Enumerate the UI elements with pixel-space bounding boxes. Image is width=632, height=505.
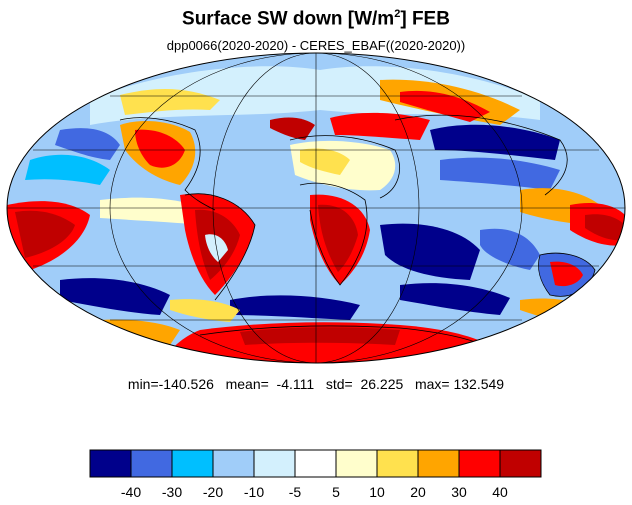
colorbar-tick-label: -20 [203, 484, 223, 500]
field-patch [100, 319, 180, 345]
field-patch [400, 90, 490, 122]
field-patch [135, 129, 185, 168]
field-patch [15, 210, 75, 258]
colorbar-tick-label: 40 [492, 484, 508, 500]
colorbar-box [417, 449, 460, 478]
colorbar-box [499, 449, 542, 478]
colorbar-box [376, 449, 419, 478]
field-patch [55, 128, 120, 160]
colorbar-box [335, 449, 378, 478]
colorbar-tick-label: 5 [332, 484, 340, 500]
field-patch [230, 295, 360, 320]
field-patch [120, 88, 220, 115]
colorbar-tick-label: -40 [121, 484, 141, 500]
field-patch [400, 283, 510, 315]
field-patch [300, 148, 350, 175]
field-patch [60, 278, 170, 315]
field-patch [240, 327, 400, 345]
field-patch [585, 214, 625, 241]
field-patch [318, 204, 358, 272]
field-patch [550, 261, 583, 287]
colorbar-tick-label: -10 [244, 484, 264, 500]
map-field [7, 53, 625, 363]
colorbar-box [130, 449, 173, 478]
field-patch [270, 117, 315, 140]
colorbar-box [171, 449, 214, 478]
field-patch [480, 228, 540, 270]
colorbar-tick-label: 20 [410, 484, 426, 500]
field-patch [440, 157, 560, 190]
colorbar-tick-label: 30 [451, 484, 467, 500]
colorbar-box [89, 449, 132, 478]
plot-title: Surface SW down [W/m2] FEB [182, 8, 450, 30]
graticule [7, 53, 625, 363]
colorbar-tick-label: -30 [162, 484, 182, 500]
colorbar-box [458, 449, 501, 478]
plot-subtitle: dpp0066(2020-2020) - CERES_EBAF((2020-20… [166, 38, 466, 53]
globe-outline [6, 52, 626, 364]
field-patch [330, 112, 430, 140]
colorbar-box [294, 449, 337, 478]
colorbar-tick-label: 10 [369, 484, 385, 500]
field-patch [430, 124, 560, 160]
coastlines [119, 114, 596, 349]
field-patch [25, 154, 110, 185]
field-patch [170, 299, 240, 322]
colorbar-tick-label: -5 [289, 484, 302, 500]
colorbar-box [212, 449, 255, 478]
colorbar-box [253, 449, 296, 478]
statistics-line: min=-140.526 mean= -4.111 std= 26.225 ma… [127, 376, 505, 392]
